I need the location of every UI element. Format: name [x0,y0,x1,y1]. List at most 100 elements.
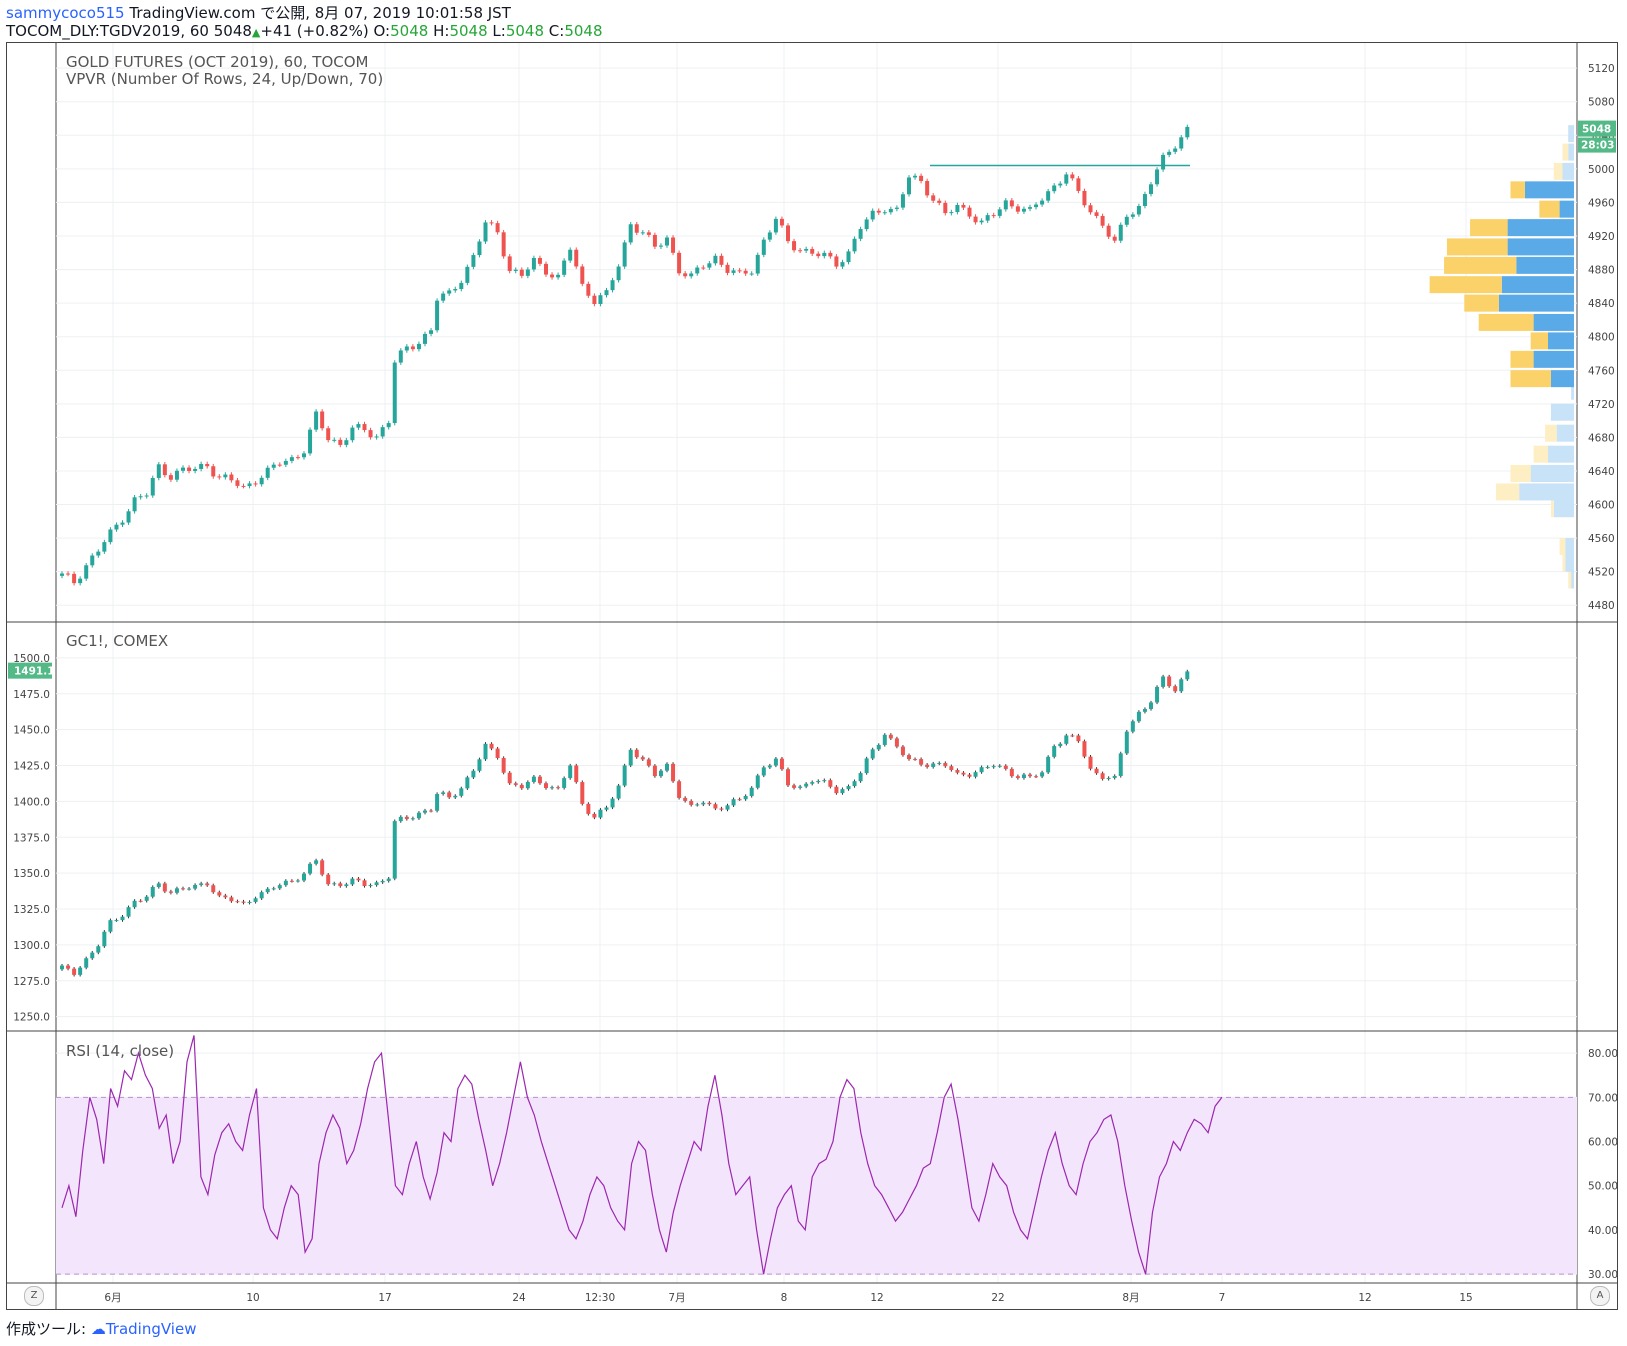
candle-up [308,429,313,454]
candle-down [72,573,77,584]
candle-down [1028,774,1032,777]
candle-up [90,555,95,566]
candle-down [1167,676,1172,687]
candle-down [792,785,797,788]
candle-up [1136,711,1141,722]
y-tick-label: 4920 [1588,231,1615,243]
candle-up [174,888,179,893]
candle-up [858,773,863,782]
candle-down [72,968,77,975]
candle-down [187,467,192,471]
comex-pane-title[interactable]: GC1!, COMEX [66,632,169,650]
candle-down [580,266,585,284]
candle-up [761,767,766,776]
candle-down [586,283,591,296]
candle-up [900,194,905,208]
candle-up [1161,676,1166,687]
candle-up [1124,216,1129,225]
candle-down [1070,174,1075,179]
candle-down [894,738,899,747]
candle-up [767,765,772,768]
publish-header: sammycoco515 TradingView.com で公開, 8月 07,… [6,4,511,22]
author-link[interactable]: sammycoco515 [6,4,125,22]
candle-down [592,813,597,818]
volume-profile-up [1550,403,1574,421]
candle-up [1155,169,1160,185]
candle-down [943,763,948,767]
candle-down [1015,776,1020,778]
candle-up [1106,777,1111,779]
candle-down [671,237,676,253]
y-tick-label: 1275.0 [13,976,50,988]
chart-frame[interactable] [6,42,1618,1310]
main-pane-title[interactable]: GOLD FUTURES (OCT 2019), 60, TOCOM [66,53,369,71]
y-tick-label: 4480 [1588,600,1615,612]
volume-profile-down [1464,294,1499,312]
candle-down [320,860,325,875]
candle-down [925,764,930,767]
candle-up [628,224,633,243]
candle-up [531,257,536,270]
candle-up [181,467,185,471]
candle-down [640,757,645,760]
candle-down [168,891,173,893]
candle-up [1124,731,1129,754]
candle-up [640,232,645,234]
candle-up [374,436,379,438]
ohlc-low-value: 5048 [505,22,545,40]
volume-profile-up [1565,537,1574,555]
symbol-line: TOCOM_DLY:TGDV2019, 60 5048 [6,22,252,40]
candle-down [162,464,167,476]
candle-up [223,474,228,478]
candle-down [537,257,542,264]
candle-down [362,880,367,887]
candle-up [1112,775,1117,778]
countdown-label: 28:03 [1581,140,1614,152]
volume-profile-down [1470,219,1508,237]
candle-down [229,474,234,481]
candle-up [96,551,101,556]
tradingview-logo[interactable]: ☁TradingView [90,1320,197,1338]
candle-up [513,269,518,271]
candle-down [574,249,579,267]
vpvr-legend[interactable]: VPVR (Number Of Rows, 24, Up/Down, 70) [66,70,384,88]
candle-up [1058,743,1063,747]
candle-up [138,496,143,498]
candle-up [477,241,482,256]
y-tick-label: 4640 [1588,466,1615,478]
candle-down [580,782,585,804]
candle-down [326,874,331,885]
auto-scale-button[interactable]: A [1590,1286,1610,1306]
candle-down [338,439,343,445]
candle-up [985,215,990,221]
volume-profile-up [1553,500,1574,518]
candle-up [120,916,125,921]
candle-up [707,263,712,268]
zoom-left-button[interactable]: Z [24,1286,44,1306]
candle-down [973,216,978,223]
candle-down [1088,756,1093,769]
candle-down [677,781,682,798]
candle-down [1003,765,1008,769]
candle-up [350,427,355,441]
candle-up [888,208,893,213]
candle-up [416,343,421,350]
candle-down [919,175,924,182]
x-tick-label: 15 [1459,1292,1472,1304]
y-tick-label: 1475.0 [13,689,50,701]
candle-down [652,765,657,777]
volume-profile-down [1568,571,1572,589]
rsi-pane-title[interactable]: RSI (14, close) [66,1042,175,1060]
candle-down [592,295,597,304]
candle-up [1149,184,1153,195]
candle-down [1112,236,1117,241]
candle-down [907,755,911,760]
candle-up [550,787,555,789]
candle-down [937,200,942,203]
candle-down [501,232,506,257]
candle-up [622,765,627,786]
last-price-label: 5048 [1582,124,1611,136]
x-tick-label: 12 [1358,1292,1371,1304]
candle-up [247,483,252,487]
